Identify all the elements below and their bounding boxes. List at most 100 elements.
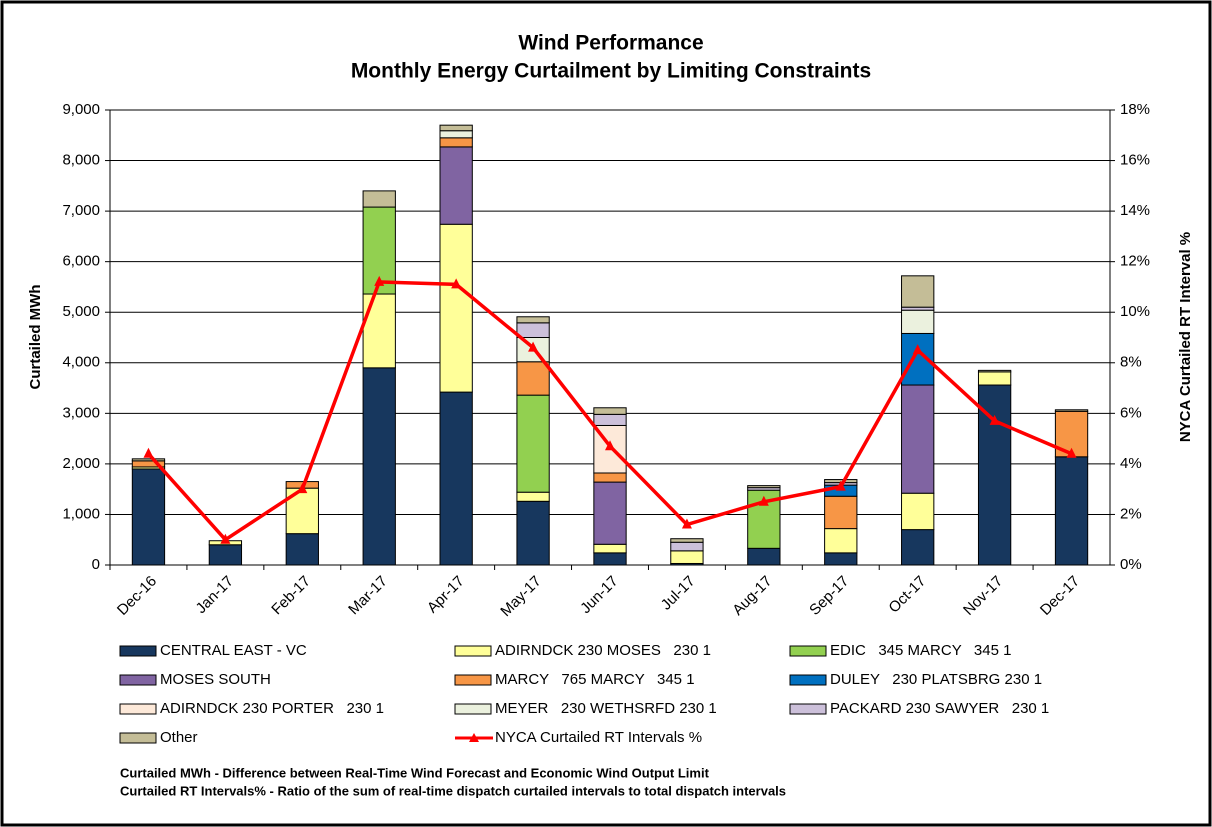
y-tick-label: 6,000 [62,253,100,270]
legend-label: Other [160,729,198,746]
legend-label: MEYER 230 WETHSRFD 230 1 [495,700,717,717]
bar-segment [439,223,473,393]
line-marker [605,440,615,451]
bar-segment [824,552,858,566]
y-tick-label: 3,000 [62,404,100,421]
bar-segment [901,275,935,308]
bar-segment [516,361,550,396]
y-tick-label: 5,000 [62,303,100,320]
legend-swatch [789,703,827,715]
y2-tick-label: 2% [1120,505,1142,522]
line-marker [835,480,846,491]
bar-segment [901,309,935,334]
line-marker [374,275,385,286]
legend-label: EDIC 345 MARCY 345 1 [830,642,1011,659]
y2-tick-label: 6% [1120,404,1142,421]
line-marker [1066,447,1077,458]
bar-segment [516,500,550,566]
legend-label: MARCY 765 MARCY 345 1 [495,671,695,688]
y-tick-label: 7,000 [62,202,100,219]
bar-segment [670,550,704,564]
legend-swatch [119,645,157,657]
y2-tick-label: 0% [1120,556,1142,573]
legend-swatch [454,703,492,715]
bar-segment [362,367,396,566]
line-marker [220,533,231,544]
legend-label: MOSES SOUTH [160,671,271,688]
bar-segment [593,413,627,426]
legend-swatch [789,645,827,657]
note: Curtailed MWh - Difference between Real-… [120,765,710,780]
bar-segment [131,468,166,566]
note: Curtailed RT Intervals% - Ratio of the s… [120,783,786,798]
y2-tick-label: 18% [1120,101,1150,118]
legend-swatch [119,703,157,715]
y2-tick-label: 8% [1120,354,1142,371]
bar-segment [362,190,396,208]
bar-segment [439,130,473,139]
y-tick-label: 0 [92,556,100,573]
bar-segment [824,528,858,554]
legend-swatch [789,674,827,686]
bar-segment [593,407,627,415]
bar-segment [670,538,704,543]
line-marker [143,447,154,458]
legend-label: CENTRAL EAST - VC [160,642,307,659]
bar-segment [593,472,627,483]
y2-tick-label: 10% [1120,303,1150,320]
line-marker [528,341,539,352]
y-tick-label: 4,000 [62,354,100,371]
y-tick-label: 9,000 [62,101,100,118]
bar-segment [439,146,473,225]
bar-segment [439,124,473,132]
bar-segment [901,332,935,386]
bar-segment [901,384,935,494]
bar-segment [362,293,396,369]
legend-label: ADIRNDCK 230 MOSES 230 1 [495,642,711,659]
y2-tick-label: 12% [1120,253,1150,270]
y-tick-label: 2,000 [62,455,100,472]
bar-segment [901,492,935,531]
bar-segment [747,547,781,566]
bar-segment [516,491,550,502]
line-marker [297,483,308,494]
legend-swatch [454,674,492,686]
legend-marker [469,733,479,742]
legend-swatch [454,645,492,657]
line-marker [989,414,1000,425]
y-axis-title: Curtailed MWh [27,285,44,390]
bar-segment [1054,456,1089,566]
chart-title: Wind Performance [518,32,703,55]
line-marker [758,495,769,506]
y2-tick-label: 4% [1120,455,1142,472]
legend-label: ADIRNDCK 230 PORTER 230 1 [160,700,384,717]
bar-segment [593,543,627,554]
bar-segment [516,316,550,324]
bar-segment [516,322,550,339]
bar-segment [977,371,1012,386]
bar-segment [516,394,550,493]
y2-tick-label: 16% [1120,152,1150,169]
legend-swatch [119,674,157,686]
bar-segment [824,495,858,530]
legend-swatch [119,732,157,744]
bar-segment [439,137,473,148]
y2-tick-label: 14% [1120,202,1150,219]
bar-segment [285,533,319,566]
bar-segment [670,541,704,552]
bar-segment [593,552,627,566]
bar-segment [208,544,243,566]
legend-label: NYCA Curtailed RT Intervals % [495,729,702,746]
bar-segment [747,485,781,489]
y2-axis-title: NYCA Curtailed RT Interval % [1177,232,1194,442]
bar-segment [439,391,473,566]
bar-segment [901,529,935,566]
y-tick-label: 1,000 [62,505,100,522]
y-tick-label: 8,000 [62,152,100,169]
line-marker [681,518,692,529]
bar-segment [1054,409,1089,412]
bar-segment [131,458,166,462]
line-marker [912,344,923,355]
chart-subtitle: Monthly Energy Curtailment by Limiting C… [351,60,871,83]
